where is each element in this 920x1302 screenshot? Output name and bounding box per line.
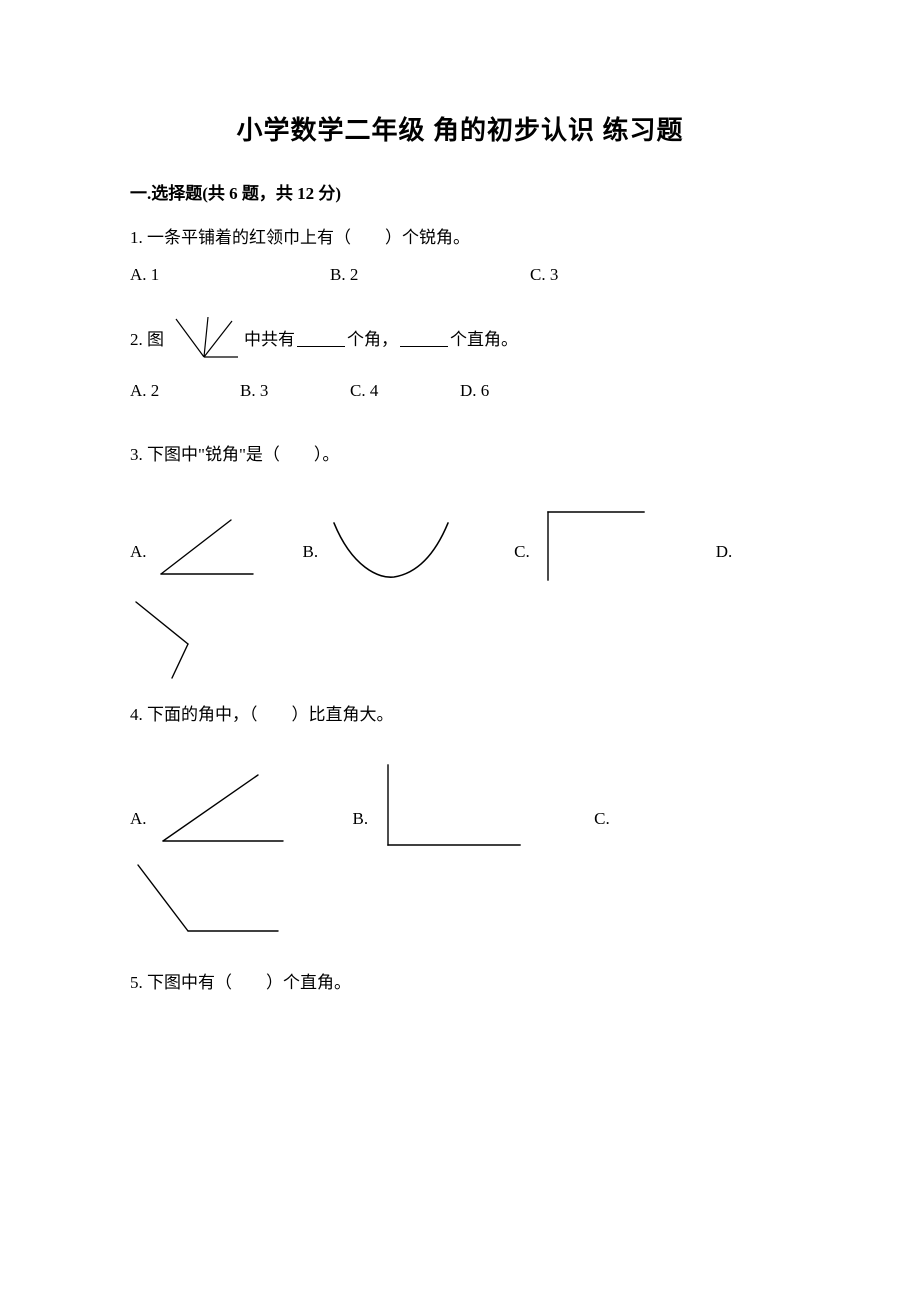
q3-diagram-a xyxy=(153,512,263,582)
q2-prefix: 2. 图 xyxy=(130,325,164,350)
q3-item-c: C. xyxy=(514,504,646,582)
q2-blank-2[interactable] xyxy=(400,328,448,347)
q2-mid3: 个直角。 xyxy=(450,325,518,350)
q1-opt-a: A. 1 xyxy=(130,265,330,285)
q4-diagram-c xyxy=(130,859,790,939)
q2-opt-a: A. 2 xyxy=(130,381,240,401)
q2-mid2: 个角， xyxy=(347,325,398,350)
q3-label-c: C. xyxy=(514,542,530,582)
q2-opt-c: C. 4 xyxy=(350,381,460,401)
q2-opt-d: D. 6 xyxy=(460,381,489,401)
q5-text: 5. 下图中有（ ）个直角。 xyxy=(130,969,790,996)
q2-options: A. 2 B. 3 C. 4 D. 6 xyxy=(130,381,790,401)
q3-diagram-b xyxy=(324,517,454,582)
q4-label-a: A. xyxy=(130,809,147,849)
q1-opt-c: C. 3 xyxy=(530,265,558,285)
q3-text: 3. 下图中"锐角"是（ ）。 xyxy=(130,441,790,468)
q4-diagram-b xyxy=(374,759,524,849)
q4-item-c: C. xyxy=(594,809,616,849)
q2-row: 2. 图 中共有 个角， 个直角。 xyxy=(130,313,790,361)
q3-diagram-d-wrap xyxy=(130,596,790,681)
q3-diagram-c xyxy=(536,504,646,582)
q1-text: 1. 一条平铺着的红领巾上有（ ）个锐角。 xyxy=(130,224,790,251)
q4-label-c: C. xyxy=(594,809,610,849)
q3-label-d: D. xyxy=(716,542,733,582)
q3-label-a: A. xyxy=(130,542,147,582)
q4-label-b: B. xyxy=(353,809,369,849)
q2-diagram xyxy=(168,313,240,361)
q3-item-a: A. xyxy=(130,512,263,582)
q1-opt-b: B. 2 xyxy=(330,265,530,285)
q3-label-b: B. xyxy=(303,542,319,582)
q2-mid1: 中共有 xyxy=(244,325,295,350)
q4-diagram-a xyxy=(153,767,293,849)
q4-diagram-c-wrap xyxy=(130,859,790,939)
q2-opt-b: B. 3 xyxy=(240,381,350,401)
q3-item-b: B. xyxy=(303,517,455,582)
q2-blank-1[interactable] xyxy=(297,328,345,347)
q3-item-d: D. xyxy=(716,542,739,582)
q4-item-b: B. xyxy=(353,759,525,849)
q4-diagrams-row1: A. B. C. xyxy=(130,759,790,849)
q1-options: A. 1 B. 2 C. 3 xyxy=(130,265,790,285)
q4-item-a: A. xyxy=(130,767,293,849)
section-1-header: 一.选择题(共 6 题，共 12 分) xyxy=(130,179,790,204)
q4-text: 4. 下面的角中，（ ）比直角大。 xyxy=(130,701,790,728)
q3-diagrams-row1: A. B. C. xyxy=(130,504,790,582)
worksheet-title: 小学数学二年级 角的初步认识 练习题 xyxy=(130,110,790,147)
q3-diagram-d xyxy=(130,596,790,681)
